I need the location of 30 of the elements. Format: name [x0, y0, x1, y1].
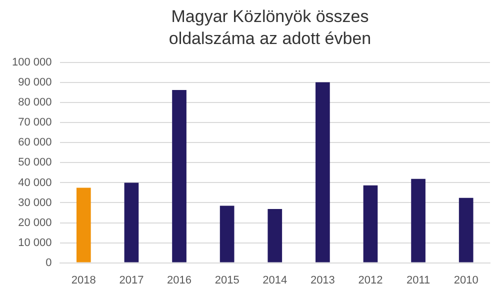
bar: [268, 208, 282, 262]
bar: [316, 82, 330, 262]
y-tick-label: 100 000: [12, 56, 52, 69]
y-tick-label: 20 000: [18, 216, 52, 229]
y-tick-label: 30 000: [18, 196, 52, 209]
y-tick-label: 50 000: [18, 156, 52, 169]
y-tick-label: 40 000: [18, 176, 52, 189]
y-tick-label: 80 000: [18, 96, 52, 109]
y-tick-label: 0: [46, 256, 52, 269]
x-tick-label: 2018: [71, 274, 96, 286]
x-tick-label: 2014: [262, 274, 288, 286]
bar: [76, 188, 91, 262]
x-tick-label: 2017: [119, 274, 144, 286]
x-tick-label: 2011: [406, 274, 430, 286]
bar: [172, 90, 186, 262]
bar: [220, 206, 234, 262]
y-tick-label: 60 000: [18, 136, 52, 149]
bar: [411, 178, 426, 262]
bar: [458, 198, 474, 262]
x-tick-label: 2016: [167, 274, 192, 286]
x-tick-label: 2012: [358, 274, 383, 286]
x-tick-label: 2015: [214, 274, 240, 286]
x-tick-label: 2010: [454, 274, 478, 286]
x-tick-label: 2013: [310, 274, 335, 286]
bar: [124, 182, 139, 262]
y-tick-label: 70 000: [18, 116, 52, 129]
bar: [363, 185, 378, 262]
chart-title: Magyar Közlönyök összes oldalszáma az adott évben: [168, 6, 372, 50]
y-tick-label: 90 000: [18, 76, 52, 89]
y-tick-label: 10 000: [18, 236, 52, 249]
